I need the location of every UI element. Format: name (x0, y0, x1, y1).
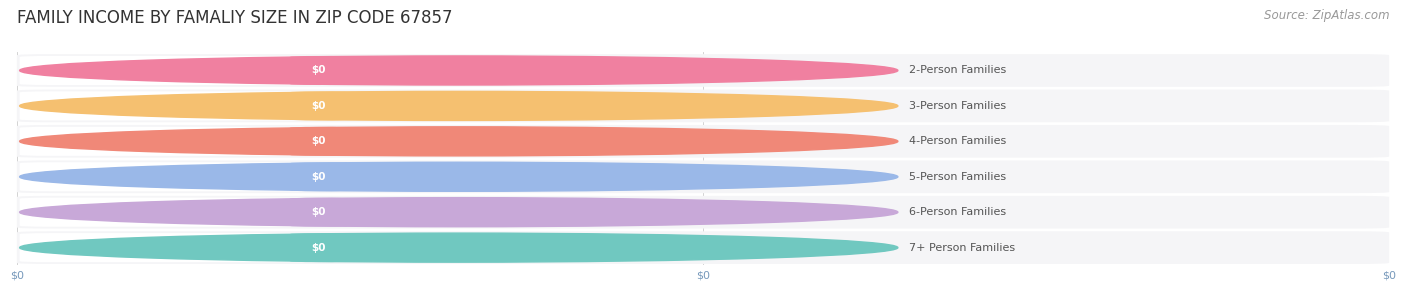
FancyBboxPatch shape (17, 90, 1389, 122)
Text: 6-Person Families: 6-Person Families (908, 207, 1005, 217)
Text: $0: $0 (312, 243, 326, 253)
Text: FAMILY INCOME BY FAMALIY SIZE IN ZIP CODE 67857: FAMILY INCOME BY FAMALIY SIZE IN ZIP COD… (17, 9, 453, 27)
FancyBboxPatch shape (17, 231, 1389, 264)
FancyBboxPatch shape (290, 127, 347, 156)
Text: $0: $0 (312, 66, 326, 75)
Text: $0: $0 (312, 101, 326, 111)
Circle shape (20, 162, 898, 191)
Text: Source: ZipAtlas.com: Source: ZipAtlas.com (1264, 9, 1389, 22)
FancyBboxPatch shape (290, 162, 347, 191)
Text: $0: $0 (312, 172, 326, 182)
Text: 7+ Person Families: 7+ Person Families (908, 243, 1015, 253)
FancyBboxPatch shape (17, 125, 1389, 158)
FancyBboxPatch shape (20, 127, 349, 156)
FancyBboxPatch shape (290, 56, 347, 85)
Circle shape (20, 233, 898, 262)
FancyBboxPatch shape (20, 56, 349, 85)
Circle shape (20, 56, 898, 85)
Text: $0: $0 (312, 207, 326, 217)
Circle shape (20, 92, 898, 120)
Circle shape (20, 127, 898, 156)
FancyBboxPatch shape (20, 233, 349, 262)
Text: 4-Person Families: 4-Person Families (908, 136, 1007, 146)
Text: 5-Person Families: 5-Person Families (908, 172, 1005, 182)
Text: 2-Person Families: 2-Person Families (908, 66, 1007, 75)
Text: 3-Person Families: 3-Person Families (908, 101, 1005, 111)
FancyBboxPatch shape (20, 92, 349, 120)
FancyBboxPatch shape (17, 196, 1389, 228)
FancyBboxPatch shape (17, 54, 1389, 87)
FancyBboxPatch shape (20, 162, 349, 191)
FancyBboxPatch shape (20, 198, 349, 227)
FancyBboxPatch shape (290, 92, 347, 120)
Circle shape (20, 198, 898, 227)
FancyBboxPatch shape (290, 233, 347, 262)
FancyBboxPatch shape (17, 160, 1389, 193)
Text: $0: $0 (312, 136, 326, 146)
FancyBboxPatch shape (290, 198, 347, 227)
